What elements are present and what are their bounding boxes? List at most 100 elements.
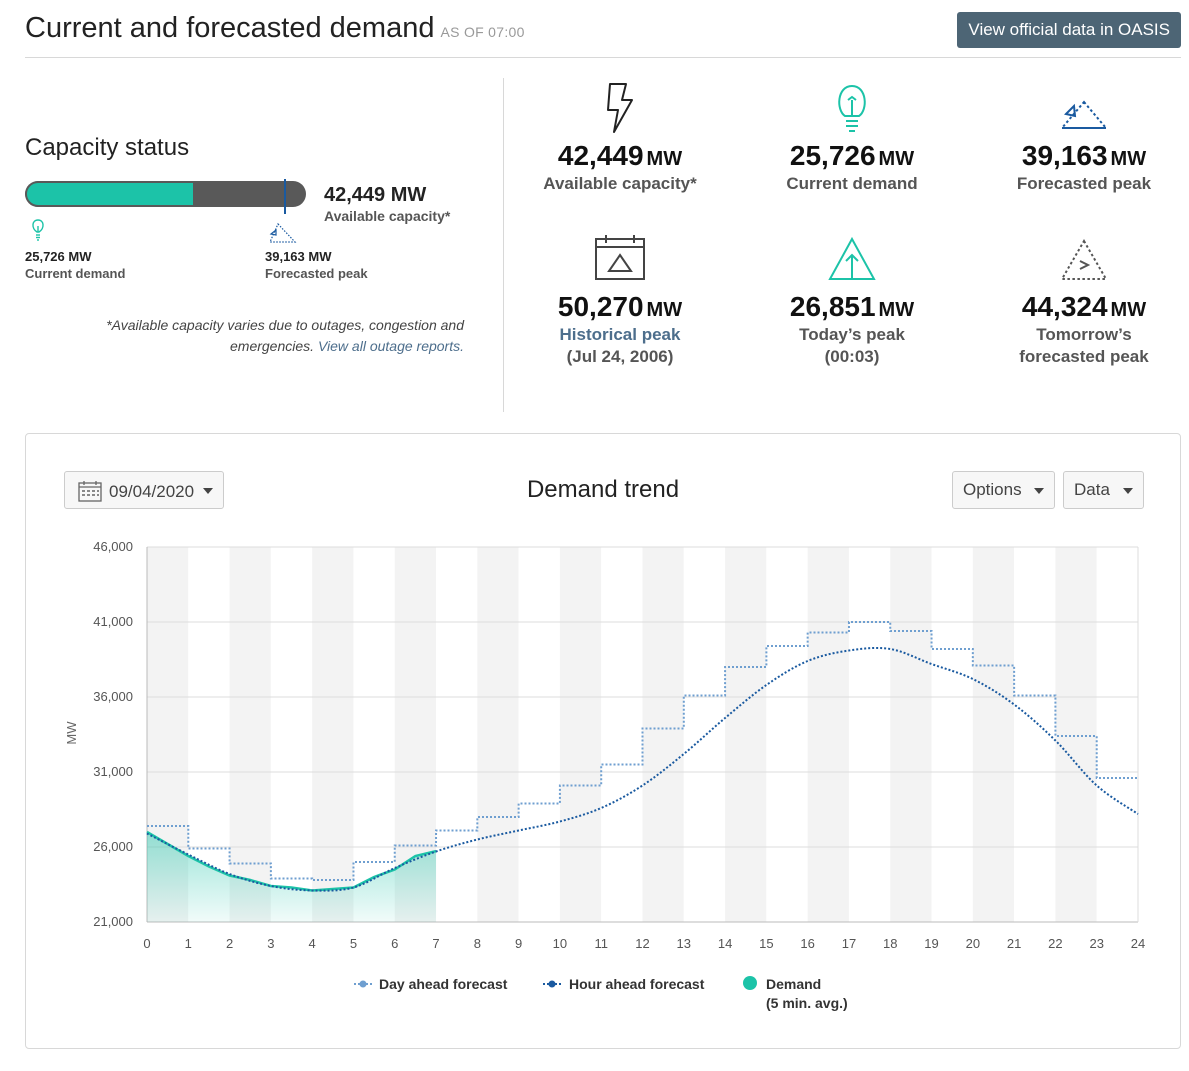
hour-band [725, 547, 767, 922]
hour-band [972, 547, 1015, 922]
stat-historical-peak-value: 50,270 [557, 291, 644, 322]
x-tick-label: 0 [143, 936, 150, 951]
dotted-triangle-icon [1060, 239, 1108, 280]
legend-demand-marker [743, 976, 757, 990]
x-tick-label: 4 [309, 936, 316, 951]
hour-band [518, 547, 560, 922]
x-tick-label: 22 [1048, 936, 1062, 951]
options-dropdown[interactable]: Options [952, 471, 1056, 509]
x-tick-label: 15 [759, 936, 773, 951]
stat-todays-peak-value: 26,851 [789, 291, 876, 322]
x-tick-label: 7 [432, 936, 439, 951]
calendar-icon [78, 481, 102, 502]
chevron-down-icon [1122, 487, 1133, 494]
stat-todays-peak-label: Today’s peak [799, 325, 905, 344]
y-tick-label: 21,000 [93, 914, 133, 929]
stat-unit: MW [646, 148, 683, 170]
hour-band [229, 547, 271, 922]
stat-unit: MW [878, 148, 915, 170]
hour-band [931, 547, 973, 922]
x-tick-label: 19 [924, 936, 938, 951]
forecast-triangle-icon [1059, 100, 1109, 129]
forecast-peak-mini: 39,163 MW Forecasted peak [265, 218, 368, 281]
chart-legend: Day ahead forecast Hour ahead forecast Dem… [354, 976, 848, 1011]
x-tick-label: 24 [1131, 936, 1145, 951]
stat-forecasted-peak: 39,163 MW Forecasted peak [968, 82, 1189, 194]
view-oasis-button[interactable]: View official data in OASIS [957, 12, 1181, 48]
available-capacity-value: 42,449 MW [324, 184, 427, 206]
x-tick-label: 20 [966, 936, 980, 951]
lightning-bolt-icon [607, 83, 633, 133]
stat-unit: MW [878, 299, 915, 321]
current-demand-mini-value: 25,726 MW [25, 249, 92, 264]
stat-unit: MW [646, 299, 683, 321]
available-capacity-label: Available capacity* [324, 208, 451, 224]
hour-band [436, 547, 478, 922]
date-picker-button[interactable]: 09/04/2020 [64, 471, 224, 509]
stat-tomorrows-peak: 44,324 MW Tomorrow’s forecasted peak [968, 233, 1189, 367]
calendar-icon [595, 235, 645, 280]
y-axis-label: MW [64, 721, 79, 745]
capacity-note: *Available capacity varies due to outage… [100, 315, 464, 357]
historical-peak-link[interactable]: Historical peak [559, 325, 681, 344]
hour-band [848, 547, 891, 922]
hour-band [683, 547, 726, 922]
stat-available-capacity-label: Available capacity* [543, 174, 697, 193]
x-tick-label: 5 [350, 936, 357, 951]
current-demand-mini-label: Current demand [25, 266, 126, 281]
y-tick-label: 31,000 [93, 764, 133, 779]
hour-band [477, 547, 519, 922]
chart-title: Demand trend [526, 476, 680, 503]
legend-day-ahead-label: Day ahead forecast [379, 976, 508, 992]
x-tick-label: 23 [1089, 936, 1103, 951]
x-tick-label: 9 [515, 936, 522, 951]
options-dropdown-label: Options [963, 480, 1022, 499]
y-tick-label: 36,000 [93, 689, 133, 704]
x-tick-label: 3 [267, 936, 274, 951]
capacity-note-text: *Available capacity varies due to outage… [106, 317, 464, 354]
stat-current-demand: 25,726 MW Current demand [736, 82, 968, 194]
forecast-peak-mini-label: Forecasted peak [265, 266, 368, 281]
hour-band [766, 547, 808, 922]
forecast-peak-mini-value: 39,163 MW [265, 249, 332, 264]
capacity-bar-fill [25, 181, 196, 207]
stat-available-capacity: 42,449 MW Available capacity* [504, 82, 736, 194]
forecast-triangle-icon [269, 222, 297, 243]
y-tick-label: 46,000 [93, 539, 133, 554]
outage-reports-link[interactable]: View all outage reports. [317, 338, 464, 354]
date-picker-value: 09/04/2020 [109, 482, 195, 501]
legend-hour-ahead-marker [548, 980, 556, 988]
forecast-peak-marker [284, 179, 287, 214]
plot-area [146, 621, 1139, 922]
current-demand-mini: 25,726 MW Current demand [25, 218, 125, 281]
peak-triangle-icon [828, 236, 876, 280]
data-dropdown[interactable]: Data [1063, 471, 1144, 509]
stat-tomorrows-peak-value: 44,324 [1021, 291, 1108, 322]
demand-line [146, 830, 437, 892]
y-tick-label: 26,000 [93, 839, 133, 854]
hour-ahead-forecast-line [146, 646, 1139, 892]
legend-day-ahead-marker [359, 980, 367, 988]
hour-band [312, 547, 354, 922]
stat-tomorrows-peak-label: Tomorrow’s [1036, 325, 1132, 344]
demand-area [147, 832, 437, 922]
hour-band [270, 547, 313, 922]
hour-band [807, 547, 849, 922]
stat-tomorrows-peak-sub: forecasted peak [1019, 347, 1149, 366]
x-tick-label: 10 [553, 936, 567, 951]
legend-demand-label: Demand [766, 976, 821, 992]
demand-trend-card: 09/04/2020 Demand trend Options Data 21,… [25, 433, 1181, 1049]
stat-available-capacity-value: 42,449 [557, 140, 644, 171]
lightbulb-icon [32, 219, 44, 241]
x-tick-label: 1 [185, 936, 192, 951]
hour-band [601, 547, 643, 922]
lightbulb-icon [838, 84, 866, 132]
y-axis-ticks: 21,000 26,000 31,000 36,000 41,000 46,000 [93, 539, 133, 929]
page-title-text: Current and forecasted demand [25, 12, 435, 44]
x-tick-label: 6 [391, 936, 398, 951]
hour-bands [147, 547, 1138, 922]
x-tick-label: 2 [226, 936, 233, 951]
hour-band [642, 547, 684, 922]
stat-unit: MW [1110, 299, 1147, 321]
